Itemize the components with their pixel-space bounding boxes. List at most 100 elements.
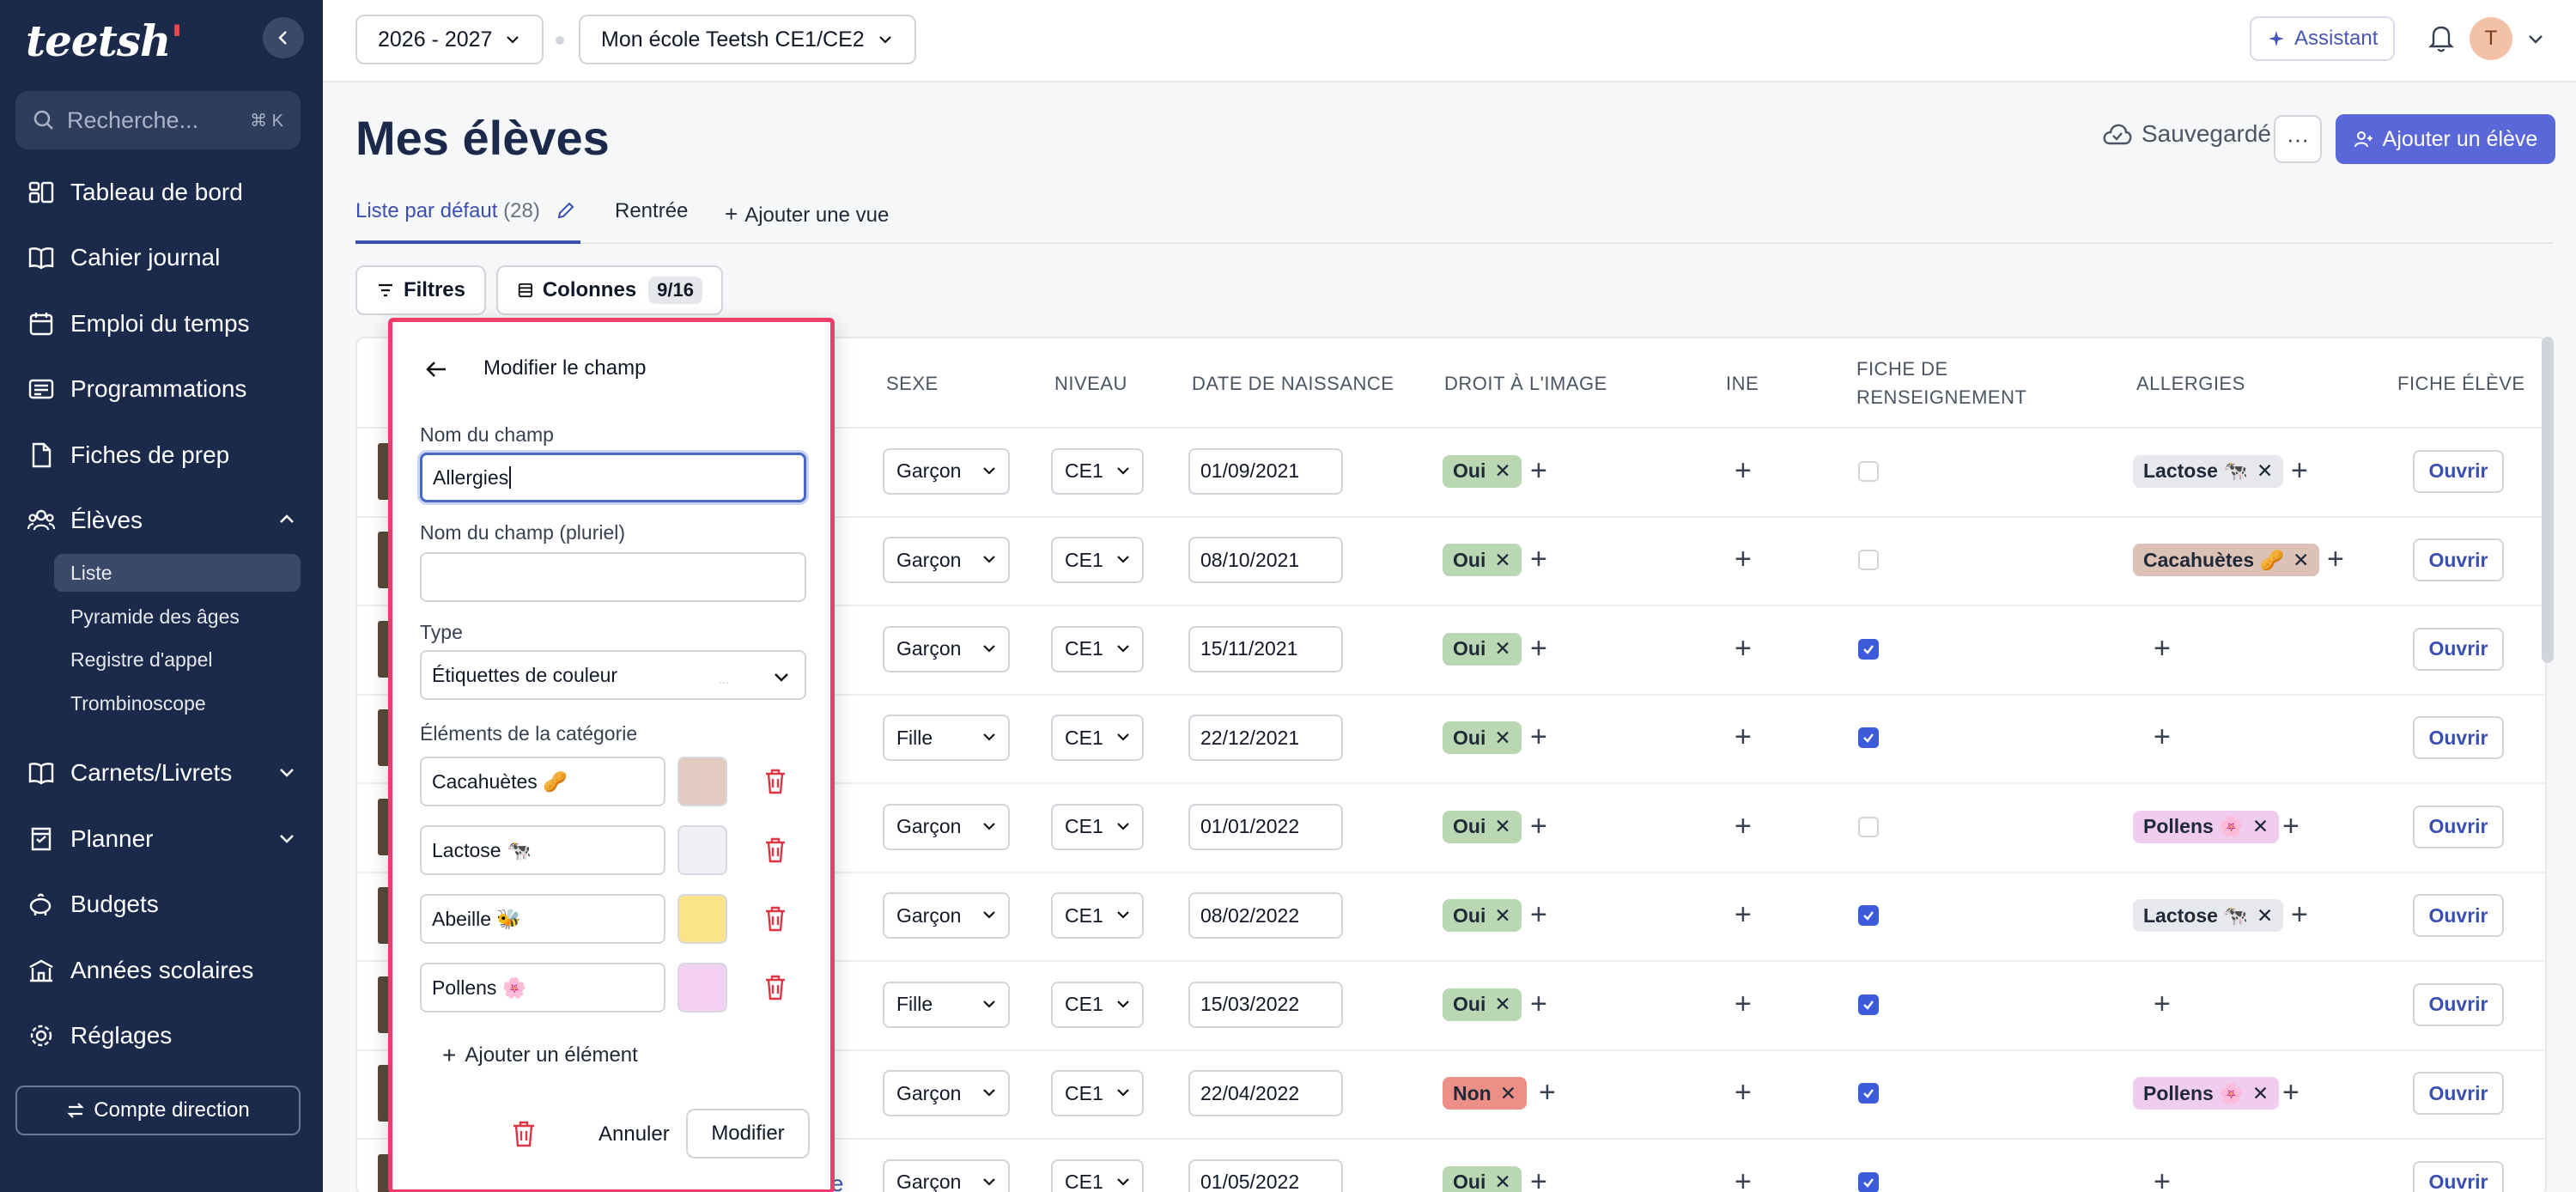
add-tag-plus-icon[interactable]: +	[1530, 809, 1547, 842]
add-student-button[interactable]: Ajouter un élève	[2336, 114, 2555, 164]
niveau-select[interactable]: CE1	[1051, 981, 1144, 1028]
remove-tag-icon[interactable]: ✕	[1494, 459, 1511, 483]
trash-icon[interactable]	[763, 974, 787, 1001]
sexe-select[interactable]: Garçon	[883, 1159, 1010, 1192]
table-scrollbar[interactable]	[2542, 337, 2554, 663]
year-select[interactable]: 2026 - 2027	[355, 15, 544, 64]
birthdate-input[interactable]: 01/09/2021	[1188, 447, 1343, 495]
ine-add-plus-icon[interactable]: +	[1735, 453, 1752, 487]
droit-image-chip[interactable]: Oui ✕	[1443, 454, 1522, 488]
tab-rentree[interactable]: Rentrée	[615, 199, 689, 222]
element-color-swatch[interactable]	[677, 757, 727, 806]
remove-tag-icon[interactable]: ✕	[1494, 815, 1511, 838]
student-photo[interactable]	[378, 798, 390, 855]
arrow-left-icon[interactable]	[423, 356, 449, 382]
col-header-sexe[interactable]: SEXE	[886, 373, 939, 394]
student-photo[interactable]	[378, 442, 390, 500]
add-tag-plus-icon[interactable]: +	[1530, 543, 1547, 576]
remove-tag-icon[interactable]: ✕	[2256, 459, 2274, 483]
open-student-button[interactable]: Ouvrir	[2413, 1160, 2504, 1192]
col-header-fiche-eleve[interactable]: FICHE ÉLÈVE	[2397, 373, 2525, 394]
col-header-niveau[interactable]: NIVEAU	[1054, 373, 1127, 394]
niveau-select[interactable]: CE1	[1051, 1159, 1144, 1192]
col-header-fiche[interactable]: FICHE DE RENSEIGNEMENT	[1856, 355, 2026, 411]
sidebar-item-budgets[interactable]: Budgets	[26, 883, 301, 926]
add-element-button[interactable]: + Ajouter un élément	[442, 1042, 638, 1069]
sexe-select[interactable]: Garçon	[883, 625, 1010, 672]
field-name-input[interactable]: Allergies	[420, 453, 806, 502]
element-color-swatch[interactable]	[677, 894, 727, 944]
add-allergy-plus-icon[interactable]: +	[2291, 453, 2308, 487]
open-student-button[interactable]: Ouvrir	[2413, 1072, 2504, 1116]
add-tag-plus-icon[interactable]: +	[1530, 453, 1547, 487]
assistant-button[interactable]: Assistant	[2250, 16, 2396, 61]
droit-image-chip[interactable]: Non ✕	[1443, 1077, 1527, 1110]
ine-add-plus-icon[interactable]: +	[1735, 1076, 1752, 1110]
niveau-select[interactable]: CE1	[1051, 1070, 1144, 1117]
sidebar-subitem-trombinoscope[interactable]: Trombinoscope	[70, 691, 206, 715]
add-tag-plus-icon[interactable]: +	[1530, 987, 1547, 1020]
ine-add-plus-icon[interactable]: +	[1735, 631, 1752, 665]
add-allergy-plus-icon[interactable]: +	[2291, 898, 2308, 932]
columns-button[interactable]: Colonnes 9/16	[496, 265, 723, 315]
add-allergy-plus-icon[interactable]: +	[2154, 1165, 2171, 1192]
birthdate-input[interactable]: 01/01/2022	[1188, 803, 1343, 850]
open-student-button[interactable]: Ouvrir	[2413, 538, 2504, 582]
open-student-button[interactable]: Ouvrir	[2413, 716, 2504, 760]
sidebar-item-dashboard[interactable]: Tableau de bord	[26, 171, 301, 214]
compte-direction-button[interactable]: Compte direction	[15, 1086, 301, 1135]
sidebar-item-fiches-de-prep[interactable]: Fiches de prep	[26, 434, 301, 477]
add-allergy-plus-icon[interactable]: +	[2282, 809, 2300, 842]
student-photo[interactable]	[378, 887, 390, 945]
allergy-chip[interactable]: Pollens 🌸 ✕	[2133, 810, 2280, 843]
student-photo[interactable]	[378, 532, 390, 589]
sidebar-item-emploi-du-temps[interactable]: Emploi du temps	[26, 302, 301, 345]
tab-default-list[interactable]: Liste par défaut (28)	[355, 199, 576, 223]
sexe-select[interactable]: Garçon	[883, 1070, 1010, 1117]
sexe-select[interactable]: Garçon	[883, 447, 1010, 495]
remove-tag-icon[interactable]: ✕	[1494, 548, 1511, 571]
fiche-checkbox[interactable]	[1858, 638, 1879, 660]
allergy-chip[interactable]: Lactose 🐄 ✕	[2133, 454, 2284, 488]
trash-icon[interactable]	[763, 836, 787, 864]
element-label-input[interactable]: Lactose 🐄	[420, 825, 665, 875]
add-tag-plus-icon[interactable]: +	[1530, 1165, 1547, 1192]
pencil-icon[interactable]	[556, 200, 576, 221]
ine-add-plus-icon[interactable]: +	[1735, 1165, 1752, 1192]
remove-tag-icon[interactable]: ✕	[1494, 903, 1511, 927]
open-student-button[interactable]: Ouvrir	[2413, 449, 2504, 493]
fiche-checkbox[interactable]	[1858, 460, 1879, 482]
remove-tag-icon[interactable]: ✕	[1494, 637, 1511, 660]
open-student-button[interactable]: Ouvrir	[2413, 894, 2504, 938]
col-header-ine[interactable]: INE	[1726, 373, 1759, 394]
sexe-select[interactable]: Fille	[883, 981, 1010, 1028]
remove-tag-icon[interactable]: ✕	[2256, 903, 2274, 927]
remove-tag-icon[interactable]: ✕	[1494, 993, 1511, 1016]
fiche-checkbox[interactable]	[1858, 727, 1879, 749]
sexe-select[interactable]: Garçon	[883, 892, 1010, 940]
birthdate-input[interactable]: 22/12/2021	[1188, 715, 1343, 762]
cancel-button[interactable]: Annuler	[598, 1122, 670, 1146]
droit-image-chip[interactable]: Oui ✕	[1443, 810, 1522, 843]
sidebar-item-reglages[interactable]: Réglages	[26, 1014, 301, 1057]
open-student-button[interactable]: Ouvrir	[2413, 627, 2504, 671]
sexe-select[interactable]: Fille	[883, 715, 1010, 762]
ine-add-plus-icon[interactable]: +	[1735, 721, 1752, 754]
sidebar-subitem-pyramide[interactable]: Pyramide des âges	[70, 605, 240, 628]
element-label-input[interactable]: Abeille 🐝	[420, 894, 665, 944]
niveau-select[interactable]: CE1	[1051, 715, 1144, 762]
collapse-sidebar-button[interactable]	[263, 17, 304, 58]
type-select[interactable]: Étiquettes de couleur ...	[420, 650, 806, 700]
niveau-select[interactable]: CE1	[1051, 625, 1144, 672]
field-plural-input[interactable]	[420, 552, 806, 602]
niveau-select[interactable]: CE1	[1051, 803, 1144, 850]
student-photo[interactable]	[378, 709, 390, 767]
add-tag-plus-icon[interactable]: +	[1530, 631, 1547, 665]
remove-tag-icon[interactable]: ✕	[1494, 726, 1511, 749]
sexe-select[interactable]: Garçon	[883, 803, 1010, 850]
sidebar-subitem-liste[interactable]: Liste	[70, 561, 112, 584]
add-tag-plus-icon[interactable]: +	[1539, 1076, 1556, 1110]
fiche-checkbox[interactable]	[1858, 550, 1879, 571]
birthdate-input[interactable]: 01/05/2022	[1188, 1159, 1343, 1192]
col-header-date[interactable]: DATE DE NAISSANCE	[1192, 373, 1394, 394]
